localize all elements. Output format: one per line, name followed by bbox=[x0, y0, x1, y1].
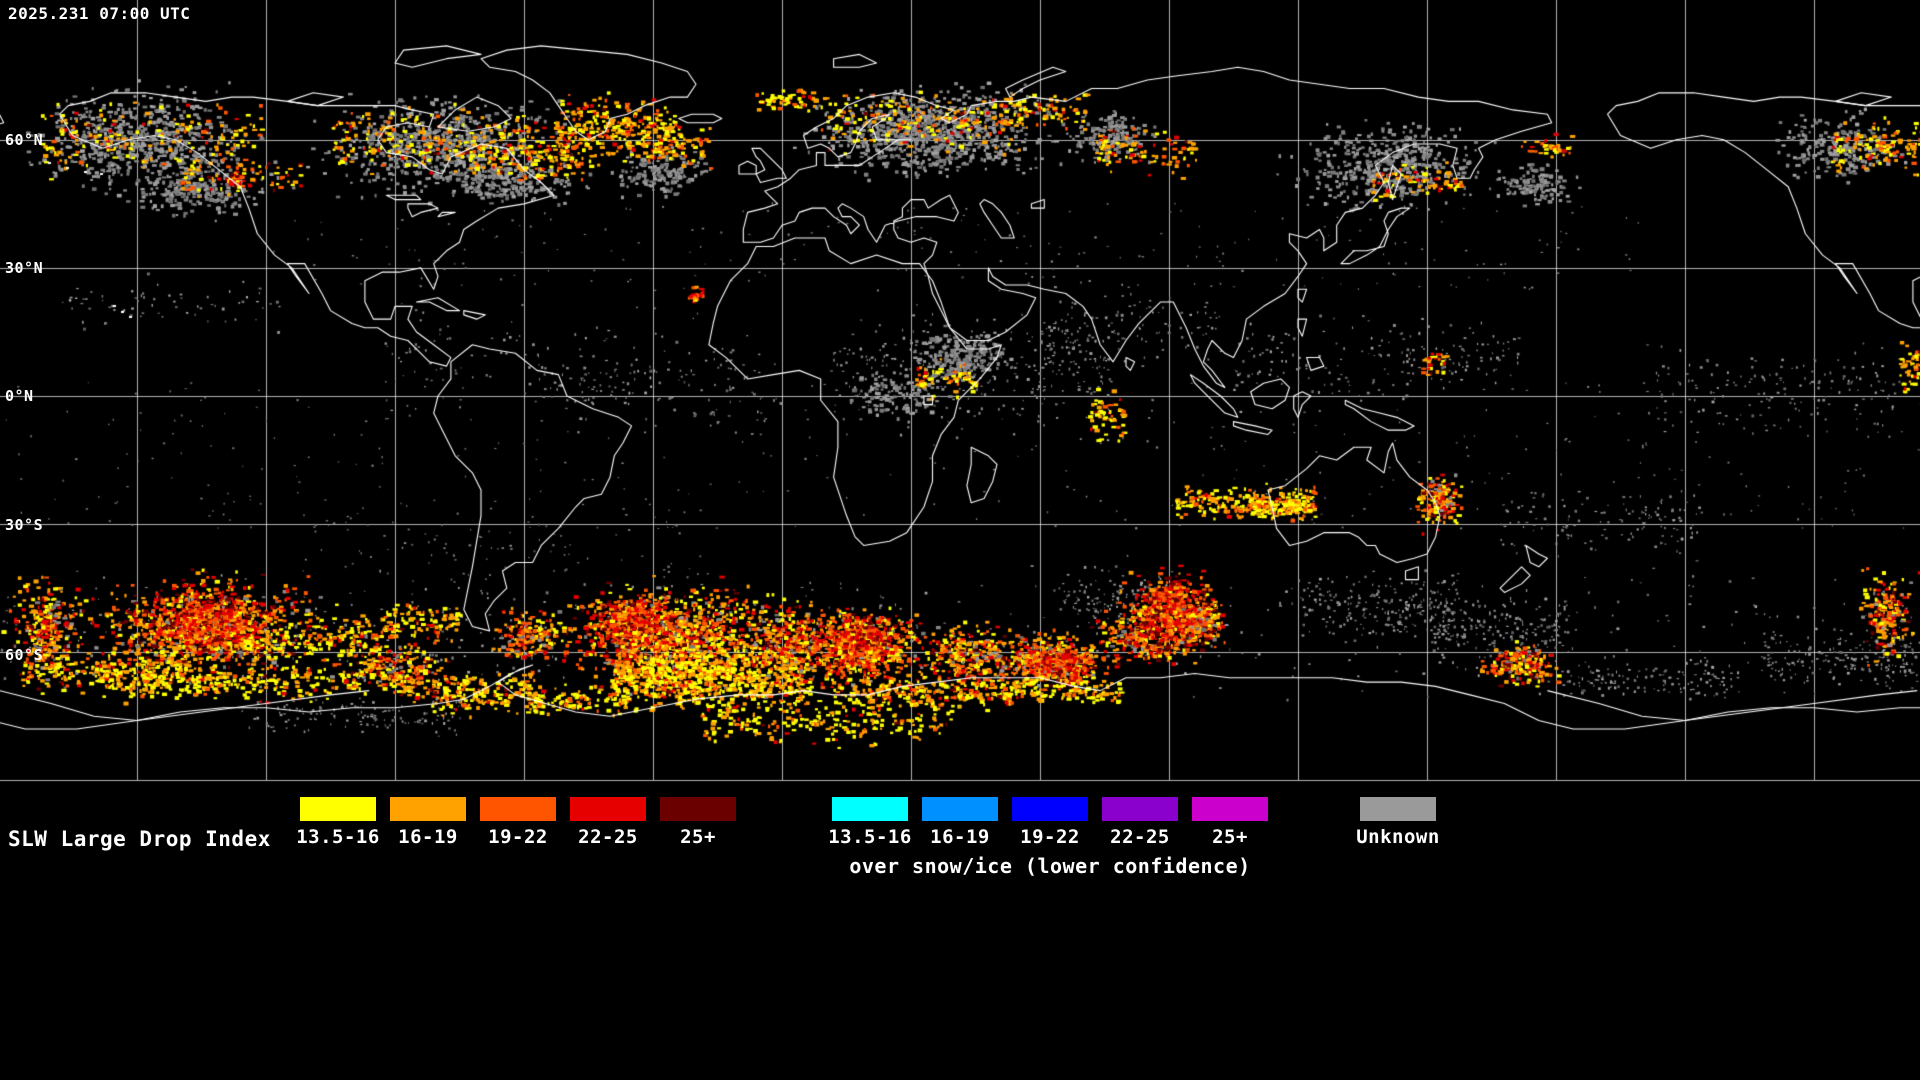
legend-item-warm-5: 25+ bbox=[660, 797, 736, 848]
legend-swatch-gray bbox=[1360, 797, 1436, 821]
legend-item-warm-4: 22-25 bbox=[570, 797, 646, 848]
legend-item-unknown: Unknown bbox=[1356, 797, 1439, 848]
legend-swatch-magenta bbox=[1192, 797, 1268, 821]
legend-swatch-orangered bbox=[480, 797, 556, 821]
lat-label-60s: 60°S bbox=[5, 646, 44, 664]
legend-item-cool-5: 25+ bbox=[1192, 797, 1268, 848]
legend-label: 25+ bbox=[680, 826, 716, 848]
legend-item-cool-1: 13.5-16 bbox=[828, 797, 911, 848]
legend-item-cool-2: 16-19 bbox=[922, 797, 998, 848]
timestamp: 2025.231 07:00 UTC bbox=[8, 4, 191, 23]
legend-swatch-yellow bbox=[300, 797, 376, 821]
legend-item-warm-2: 16-19 bbox=[390, 797, 466, 848]
legend-label: Unknown bbox=[1356, 826, 1440, 848]
legend-label: 13.5-16 bbox=[296, 826, 380, 848]
legend-label: 16-19 bbox=[398, 826, 458, 848]
legend-swatch-orange bbox=[390, 797, 466, 821]
legend-swatch-darkred bbox=[660, 797, 736, 821]
legend-item-warm-1: 13.5-16 bbox=[296, 797, 379, 848]
lat-label-60n: 60°N bbox=[5, 131, 44, 149]
legend-label: 16-19 bbox=[930, 826, 990, 848]
lat-label-0n: 0°N bbox=[5, 387, 34, 405]
legend-swatch-blue bbox=[1012, 797, 1088, 821]
legend-swatch-red bbox=[570, 797, 646, 821]
legend-label: 25+ bbox=[1212, 826, 1248, 848]
legend-swatch-lightblue bbox=[922, 797, 998, 821]
legend-label: 13.5-16 bbox=[828, 826, 912, 848]
legend-swatch-cyan bbox=[832, 797, 908, 821]
lat-label-30n: 30°N bbox=[5, 259, 44, 277]
legend-caption-snow-ice: over snow/ice (lower confidence) bbox=[849, 854, 1251, 878]
legend-label: 22-25 bbox=[578, 826, 638, 848]
legend-label: 19-22 bbox=[1020, 826, 1080, 848]
legend-item-cool-3: 19-22 bbox=[1012, 797, 1088, 848]
lat-label-30s: 30°S bbox=[5, 516, 44, 534]
legend-title: SLW Large Drop Index bbox=[8, 827, 271, 851]
legend-swatch-purple bbox=[1102, 797, 1178, 821]
legend-item-cool-4: 22-25 bbox=[1102, 797, 1178, 848]
legend-label: 19-22 bbox=[488, 826, 548, 848]
legend-label: 22-25 bbox=[1110, 826, 1170, 848]
legend-item-warm-3: 19-22 bbox=[480, 797, 556, 848]
